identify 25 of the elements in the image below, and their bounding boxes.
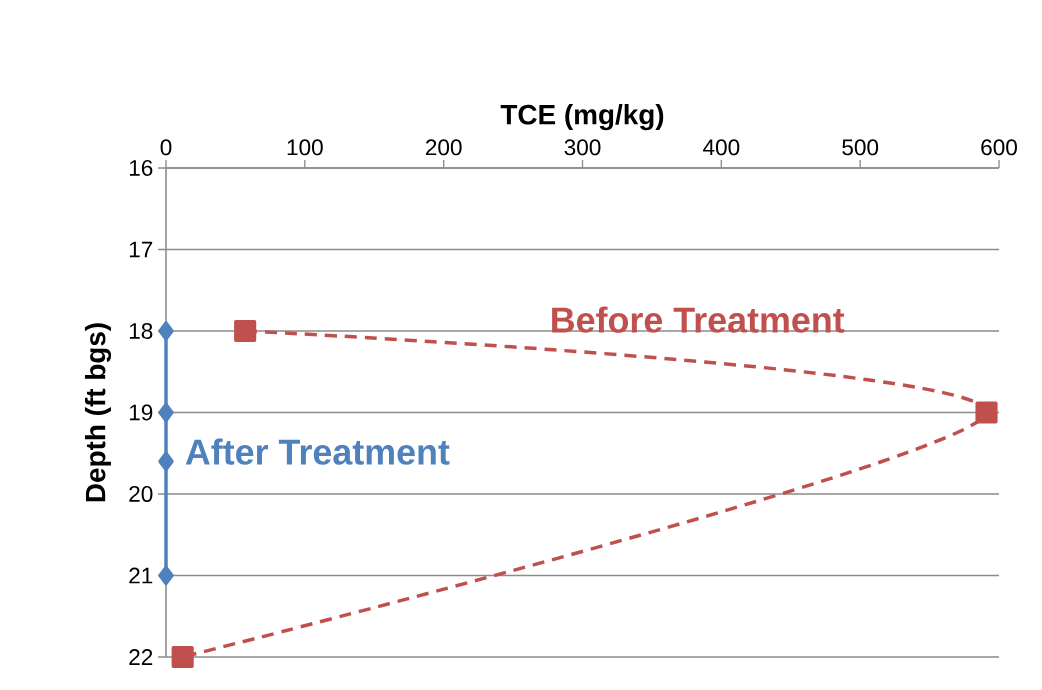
point <box>158 451 174 472</box>
x-tick-label: 200 <box>425 139 462 156</box>
point <box>975 401 998 424</box>
x-tick-label: 0 <box>160 139 172 156</box>
x-tick-label: 300 <box>564 139 601 156</box>
x-tick-label: 100 <box>287 139 323 156</box>
y-tick-label: 16 <box>129 159 153 176</box>
point <box>158 565 174 586</box>
y-tick-label: 20 <box>129 485 153 502</box>
series-label: After Treatment <box>185 438 450 465</box>
y-tick-label: 19 <box>129 404 153 421</box>
y-axis-title: Depth (ft bgs) <box>84 323 112 502</box>
point <box>158 321 174 341</box>
y-tick-label: 21 <box>129 567 153 584</box>
x-tick-label: 500 <box>842 139 879 156</box>
y-tick-label: 22 <box>129 649 153 665</box>
y-tick-label: 18 <box>129 322 153 339</box>
x-tick-label: 400 <box>703 139 740 156</box>
x-tick-label: 600 <box>981 139 1017 156</box>
point <box>158 402 174 423</box>
point <box>171 645 194 669</box>
y-tick-label: 17 <box>129 241 153 258</box>
series-label: Before Treatment <box>552 306 845 333</box>
x-axis-title: TCE (mg/kg) <box>500 104 664 131</box>
point <box>234 319 257 343</box>
